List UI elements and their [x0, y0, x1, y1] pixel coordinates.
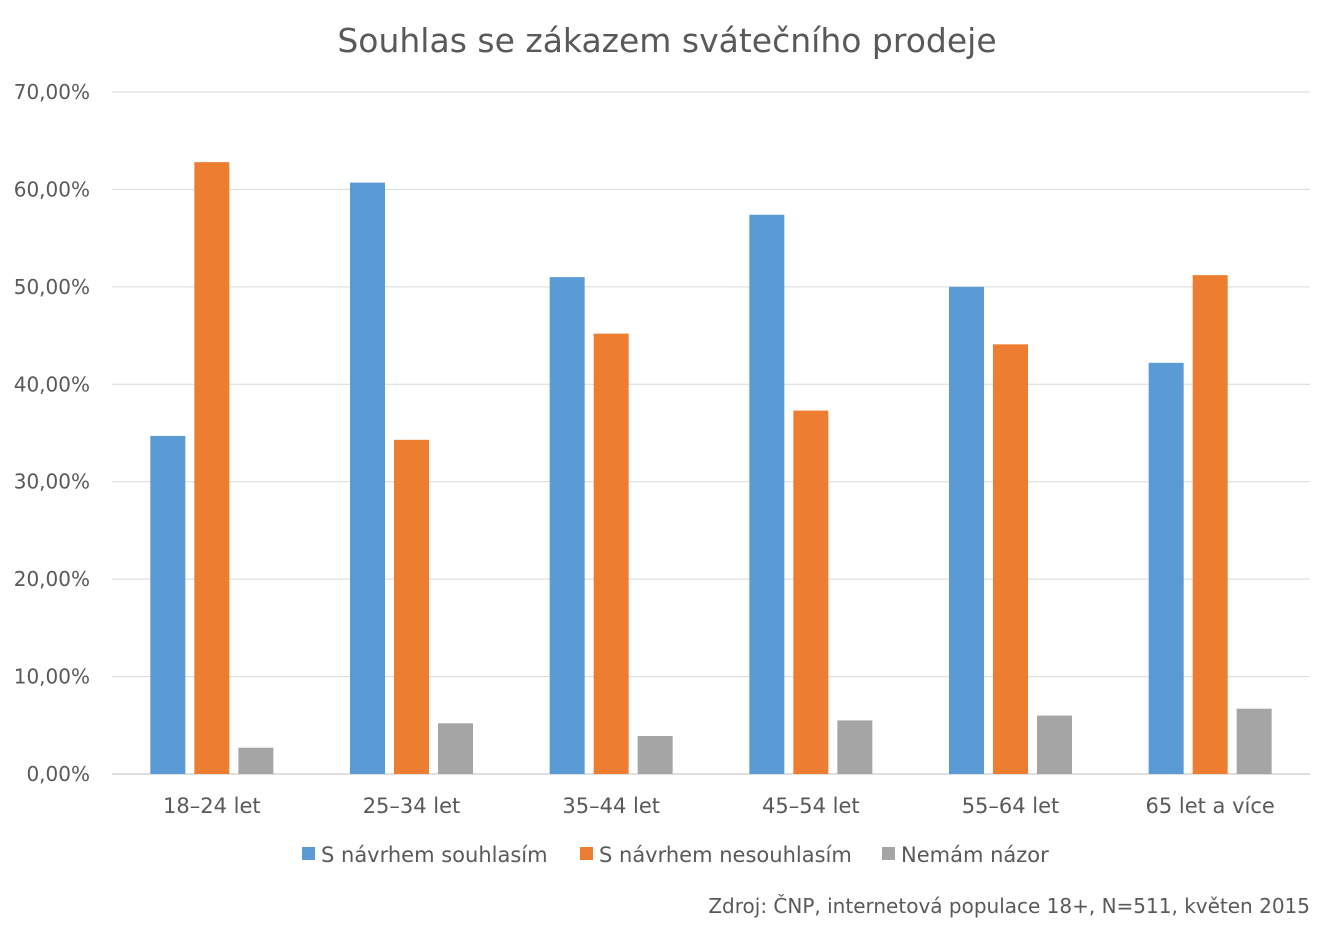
- bar: [637, 736, 673, 774]
- legend-label: S návrhem nesouhlasím: [599, 843, 852, 867]
- x-category-label: 18–24 let: [163, 794, 261, 818]
- bar: [1236, 708, 1272, 774]
- bar: [1192, 275, 1228, 774]
- bar: [949, 286, 984, 774]
- gridlines: [112, 91, 1310, 775]
- y-tick-label: 40,00%: [14, 372, 90, 396]
- bar: [993, 344, 1028, 774]
- y-tick-label: 0,00%: [26, 762, 90, 786]
- bar: [793, 410, 829, 774]
- bar: [749, 214, 785, 774]
- bar: [194, 162, 230, 775]
- x-category-label: 25–34 let: [363, 794, 461, 818]
- y-tick-label: 10,00%: [14, 665, 90, 689]
- y-tick-label: 50,00%: [14, 275, 90, 299]
- y-tick-label: 60,00%: [14, 177, 90, 201]
- x-axis-categories: 18–24 let 25–34 let 35–44 let 45–54 let 55–6…: [163, 794, 1275, 818]
- bar: [549, 277, 585, 774]
- legend-swatch: [882, 847, 895, 860]
- bar: [593, 333, 629, 774]
- bar: [394, 439, 429, 774]
- source-note: Zdroj: ČNP, internetová populace 18+, N=…: [708, 894, 1310, 918]
- x-category-label: 35–44 let: [562, 794, 660, 818]
- y-axis-ticks: 0,00% 10,00% 20,00% 30,00% 40,00% 50,00% 60,00…: [14, 80, 90, 786]
- legend-label: S návrhem souhlasím: [321, 843, 548, 867]
- x-category-label: 45–54 let: [762, 794, 860, 818]
- bar: [438, 723, 473, 774]
- legend-label: Nemám názor: [901, 843, 1049, 867]
- bar: [837, 720, 873, 774]
- legend-swatch: [580, 847, 593, 860]
- chart-title: Souhlas se zákazem svátečního prodeje: [337, 21, 996, 60]
- bar: [238, 747, 274, 774]
- y-tick-label: 70,00%: [14, 80, 90, 104]
- legend-swatch: [302, 847, 315, 860]
- bars: [150, 162, 1272, 775]
- y-tick-label: 30,00%: [14, 470, 90, 494]
- bar: [1037, 715, 1072, 774]
- legend: S návrhem souhlasím S návrhem nesouhlasím…: [302, 843, 1049, 867]
- x-category-label: 55–64 let: [962, 794, 1060, 818]
- bar: [1148, 362, 1184, 774]
- y-tick-label: 20,00%: [14, 567, 90, 591]
- bar: [150, 435, 186, 774]
- bar: [350, 182, 385, 774]
- x-category-label: 65 let a více: [1145, 794, 1274, 818]
